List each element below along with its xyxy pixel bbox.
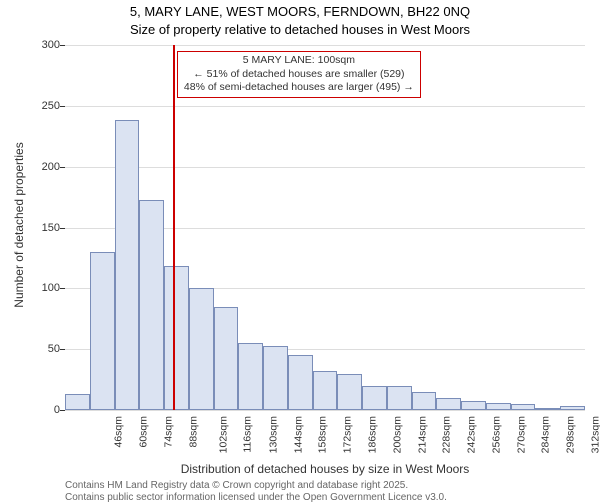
x-tick-label: 270sqm (515, 416, 527, 453)
y-tick-mark (60, 167, 65, 168)
histogram-bar (560, 406, 585, 410)
histogram-bar (337, 374, 362, 411)
histogram-bar (486, 403, 511, 410)
y-axis-label: Number of detached properties (12, 142, 26, 307)
callout-box: 5 MARY LANE: 100sqm← 51% of detached hou… (177, 51, 421, 98)
x-tick-label: 242sqm (465, 416, 477, 453)
x-tick-label: 144sqm (292, 416, 304, 453)
histogram-bar (214, 307, 239, 410)
x-tick-label: 60sqm (138, 416, 150, 448)
histogram-bar (263, 346, 288, 410)
x-tick-label: 74sqm (162, 416, 174, 448)
grid-line (65, 167, 585, 168)
x-tick-label: 228sqm (441, 416, 453, 453)
x-tick-label: 256sqm (490, 416, 502, 453)
y-tick-label: 150 (25, 222, 60, 234)
x-tick-label: 130sqm (267, 416, 279, 453)
histogram-bar (238, 343, 263, 410)
callout-line: ← 51% of detached houses are smaller (52… (184, 68, 414, 82)
x-tick-label: 172sqm (342, 416, 354, 453)
x-tick-label: 200sqm (391, 416, 403, 453)
chart-title-subtitle: Size of property relative to detached ho… (0, 22, 600, 37)
x-axis-label: Distribution of detached houses by size … (65, 462, 585, 476)
x-tick-label: 46sqm (113, 416, 125, 448)
grid-line (65, 45, 585, 46)
y-tick-label: 300 (25, 39, 60, 51)
callout-line: 5 MARY LANE: 100sqm (184, 54, 414, 68)
chart-container: 5, MARY LANE, WEST MOORS, FERNDOWN, BH22… (0, 0, 600, 500)
footer-copyright-1: Contains HM Land Registry data © Crown c… (65, 480, 408, 491)
histogram-bar (362, 386, 387, 410)
histogram-bar (139, 200, 164, 410)
histogram-bar (189, 288, 214, 410)
y-tick-label: 200 (25, 161, 60, 173)
x-tick-label: 116sqm (242, 416, 254, 453)
histogram-bar (387, 386, 412, 410)
y-tick-mark (60, 106, 65, 107)
histogram-bar (288, 355, 313, 410)
x-tick-label: 186sqm (366, 416, 378, 453)
histogram-bar (412, 392, 437, 410)
histogram-bar (164, 266, 189, 410)
histogram-bar (115, 120, 140, 410)
histogram-bar (90, 252, 115, 410)
plot-area: 5 MARY LANE: 100sqm← 51% of detached hou… (65, 45, 585, 411)
y-tick-label: 50 (25, 343, 60, 355)
x-tick-label: 102sqm (218, 416, 230, 453)
histogram-bar (65, 394, 90, 410)
x-tick-label: 298sqm (564, 416, 576, 453)
x-tick-label: 158sqm (317, 416, 329, 453)
y-tick-mark (60, 288, 65, 289)
y-tick-label: 250 (25, 100, 60, 112)
histogram-bar (313, 371, 338, 410)
histogram-bar (436, 398, 461, 410)
y-tick-label: 0 (25, 404, 60, 416)
y-tick-mark (60, 349, 65, 350)
grid-line (65, 410, 585, 411)
y-tick-mark (60, 410, 65, 411)
histogram-bar (511, 404, 536, 410)
x-tick-label: 214sqm (416, 416, 428, 453)
x-tick-label: 88sqm (187, 416, 199, 448)
y-tick-mark (60, 228, 65, 229)
y-tick-mark (60, 45, 65, 46)
histogram-bar (535, 408, 560, 410)
chart-title-address: 5, MARY LANE, WEST MOORS, FERNDOWN, BH22… (0, 4, 600, 19)
callout-line: 48% of semi-detached houses are larger (… (184, 81, 414, 95)
grid-line (65, 106, 585, 107)
footer-copyright-2: Contains public sector information licen… (65, 492, 447, 503)
x-tick-label: 312sqm (589, 416, 600, 453)
y-tick-label: 100 (25, 282, 60, 294)
x-tick-label: 284sqm (540, 416, 552, 453)
reference-line (173, 45, 175, 410)
histogram-bar (461, 401, 486, 410)
